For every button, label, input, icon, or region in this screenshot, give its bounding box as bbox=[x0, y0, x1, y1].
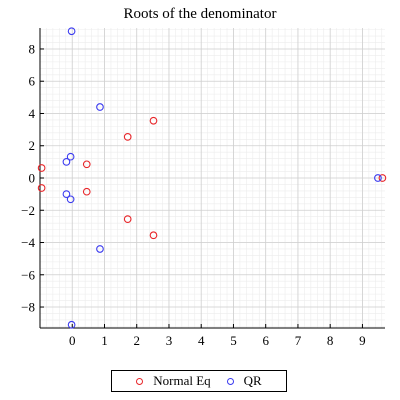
y-tick-label-6: 6 bbox=[29, 74, 36, 89]
x-tick-label-0: 0 bbox=[69, 333, 76, 348]
major-grid bbox=[40, 28, 385, 328]
chart-title: Roots of the denominator bbox=[123, 6, 277, 22]
y-tick-label--2: −2 bbox=[21, 203, 35, 218]
y-tick-label-4: 4 bbox=[29, 106, 36, 121]
x-tick-label-5: 5 bbox=[230, 333, 237, 348]
axes bbox=[39, 28, 385, 329]
point-qr-2 bbox=[96, 103, 104, 111]
point-normal-eq-2 bbox=[82, 160, 91, 169]
point-qr-1 bbox=[67, 320, 76, 329]
x-tick-label-3: 3 bbox=[166, 333, 173, 348]
data-points bbox=[37, 27, 387, 329]
point-qr-6 bbox=[66, 152, 75, 161]
y-tick-label-8: 8 bbox=[29, 41, 36, 56]
point-normal-eq-0 bbox=[37, 164, 46, 172]
point-normal-eq-4 bbox=[123, 133, 132, 141]
point-qr-7 bbox=[66, 195, 75, 204]
y-tick-label-2: 2 bbox=[29, 138, 36, 153]
point-normal-eq-5 bbox=[123, 215, 132, 223]
x-tick-label-1: 1 bbox=[101, 333, 108, 348]
legend-entry-qr: QR bbox=[226, 373, 262, 389]
point-qr-4 bbox=[62, 158, 71, 166]
point-qr-8 bbox=[374, 174, 382, 182]
point-normal-eq-7 bbox=[149, 231, 158, 240]
tick-labels: 0 1 2 3 4 5 6 7 8 9 −8 −6 −4 −2 0 2 4 6 8 bbox=[21, 41, 366, 348]
x-tick-label-4: 4 bbox=[198, 333, 205, 348]
point-qr-0 bbox=[67, 27, 76, 36]
y-tick-label--6: −6 bbox=[21, 267, 35, 282]
legend-marker-qr bbox=[226, 377, 234, 385]
point-normal-eq-1 bbox=[37, 184, 46, 192]
x-tick-label-9: 9 bbox=[359, 333, 366, 348]
y-tick-label--4: −4 bbox=[21, 235, 35, 250]
legend-marker-normal-eq bbox=[136, 377, 144, 385]
legend-entry-normal-eq: Normal Eq bbox=[136, 373, 211, 389]
x-tick-label-7: 7 bbox=[295, 333, 302, 348]
x-tick-label-8: 8 bbox=[327, 333, 334, 348]
x-tick-label-6: 6 bbox=[262, 333, 269, 348]
point-normal-eq-8 bbox=[378, 174, 387, 182]
x-tick-label-2: 2 bbox=[133, 333, 140, 348]
point-normal-eq-6 bbox=[149, 116, 158, 125]
legend: Normal Eq QR bbox=[111, 370, 287, 392]
point-normal-eq-3 bbox=[82, 187, 91, 196]
y-tick-label--8: −8 bbox=[21, 300, 35, 315]
y-tick-label-0: 0 bbox=[29, 171, 36, 186]
legend-label-qr: QR bbox=[243, 373, 262, 388]
legend-label-normal-eq: Normal Eq bbox=[153, 373, 211, 388]
point-qr-3 bbox=[96, 245, 104, 253]
point-qr-5 bbox=[62, 190, 71, 198]
